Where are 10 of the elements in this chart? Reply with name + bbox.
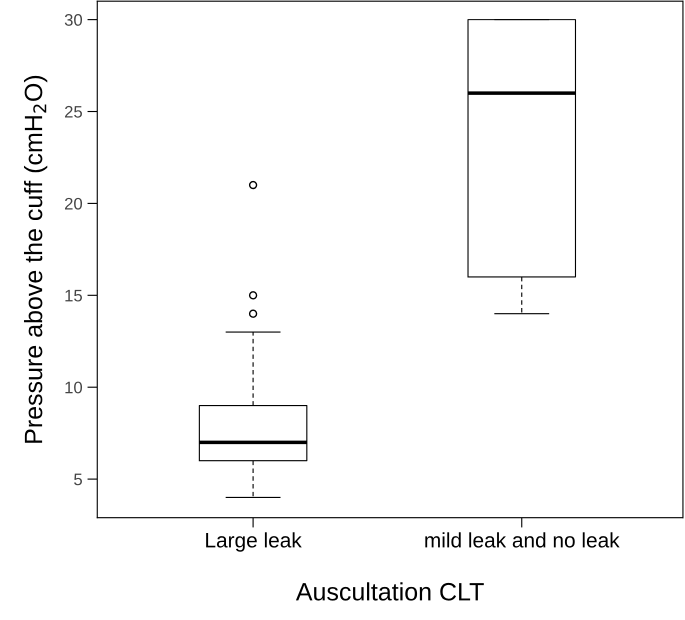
y-axis-title: Pressure above the cuff (cmH$_{2}$O) <box>24 76 48 443</box>
y-tick-label: 20 <box>64 198 82 210</box>
y-tick-label: 5 <box>74 474 82 486</box>
x-axis-title: Auscultation CLT <box>296 582 484 601</box>
x-tick-label: Large leak <box>206 532 302 552</box>
y-tick-label: 25 <box>64 106 82 118</box>
y-tick-label: 30 <box>64 14 82 26</box>
x-tick-label: mild leak and no leak <box>425 532 620 548</box>
y-tick-label: 15 <box>65 290 82 302</box>
y-tick-label: 10 <box>65 382 82 394</box>
